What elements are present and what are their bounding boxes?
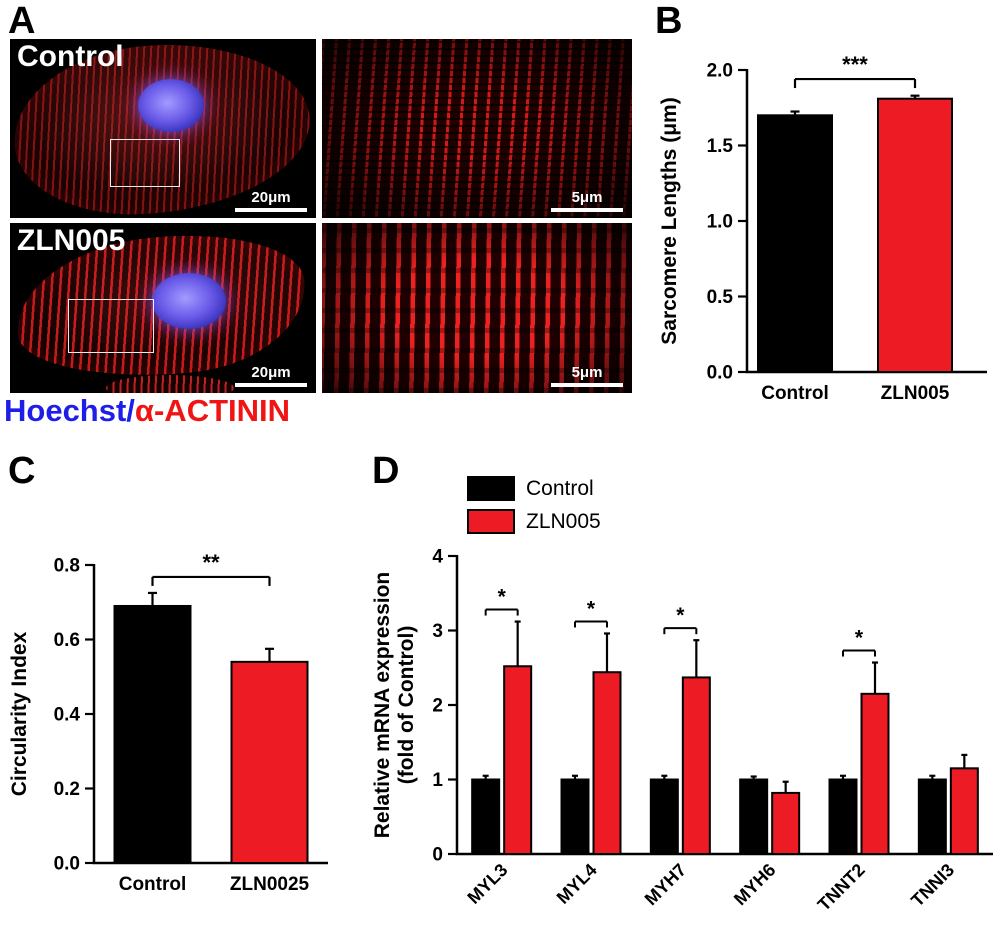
zln005-zoom-region-box [68, 299, 154, 353]
cell-fragment [106, 375, 234, 393]
control-scalebar-line [235, 208, 307, 212]
svg-text:0: 0 [432, 845, 443, 866]
svg-text:*: * [855, 627, 864, 650]
svg-text:0.6: 0.6 [54, 630, 80, 651]
svg-text:1.5: 1.5 [707, 136, 734, 157]
svg-text:Control: Control [761, 383, 829, 404]
zln005-scalebar-label: 20μm [251, 364, 291, 381]
svg-text:*: * [587, 597, 596, 620]
control-scalebar-label: 20μm [251, 189, 291, 206]
svg-text:0.0: 0.0 [707, 363, 733, 384]
control-swatch [467, 476, 515, 501]
svg-text:TNNI3: TNNI3 [907, 860, 958, 911]
control-zoom-scalebar: 5μm [551, 189, 623, 212]
svg-text:0.4: 0.4 [54, 705, 81, 726]
svg-text:(fold of Control): (fold of Control) [395, 626, 418, 785]
zln005-zoom-scalebar-label: 5μm [571, 364, 603, 381]
svg-text:1: 1 [432, 770, 443, 791]
svg-text:TNNT2: TNNT2 [814, 860, 869, 915]
panel-c-letter: C [8, 450, 36, 492]
svg-text:*: * [676, 604, 685, 627]
control-nucleus [138, 79, 204, 132]
svg-text:2: 2 [432, 696, 443, 717]
zln005-zoom-micrograph: 5μm [322, 223, 632, 393]
svg-text:0.5: 0.5 [707, 287, 734, 308]
control-micrograph: Control 20μm [10, 39, 316, 218]
svg-text:0.8: 0.8 [54, 556, 80, 577]
panel-d-letter: D [372, 450, 400, 492]
svg-text:Control: Control [119, 874, 187, 895]
sarcomere-length-chart: 0.0 0.5 1.0 1.5 2.0 Sarcomere Lengths (μm) Con… [658, 52, 987, 404]
zln005-nucleus [152, 273, 226, 329]
legend-label-zln005: ZLN005 [526, 509, 601, 533]
legend-label-control: Control [526, 476, 594, 500]
control-zoom-micrograph: 5μm [322, 39, 632, 218]
svg-text:*: * [498, 586, 507, 609]
svg-text:***: *** [842, 52, 868, 77]
zln005-swatch [467, 509, 515, 534]
zln005-zoom-scalebar-line [551, 383, 623, 387]
control-zoom-region-box [110, 139, 180, 187]
svg-text:MYH6: MYH6 [730, 860, 780, 910]
panel-a-letter: A [8, 0, 36, 42]
zln005-image-label: ZLN005 [17, 224, 126, 257]
svg-text:ZLN0025: ZLN0025 [230, 874, 310, 895]
legend-item-zln005: ZLN005 [467, 509, 601, 534]
svg-text:2.0: 2.0 [707, 61, 733, 82]
svg-text:MYL3: MYL3 [463, 860, 511, 908]
control-zoom-scalebar-line [551, 208, 623, 212]
svg-text:Sarcomere Lengths (μm): Sarcomere Lengths (μm) [658, 97, 681, 344]
svg-text:**: ** [202, 550, 220, 575]
legend-item-control: Control [467, 476, 601, 501]
svg-text:0.2: 0.2 [54, 779, 80, 800]
svg-text:0.0: 0.0 [54, 854, 80, 875]
zln005-micrograph: ZLN005 20μm [10, 223, 316, 393]
circularity-index-chart: 0.0 0.2 0.4 0.6 0.8 Circularity Index Control Z… [8, 550, 328, 895]
control-scalebar: 20μm [235, 189, 307, 212]
svg-text:MYL4: MYL4 [553, 860, 601, 908]
panel-b-letter: B [655, 0, 683, 42]
zln005-zoom-scalebar: 5μm [551, 364, 623, 387]
svg-text:ZLN005: ZLN005 [881, 383, 950, 404]
control-image-label: Control [17, 40, 124, 73]
hoechst-label: Hoechst/ [4, 393, 135, 428]
svg-text:4: 4 [432, 547, 443, 568]
actinin-label: α-ACTININ [134, 393, 291, 428]
mrna-expression-chart: 0 1 2 3 4 Relative mRNA expression (fold of Co… [371, 547, 993, 915]
zln005-scalebar: 20μm [235, 364, 307, 387]
svg-text:MYH7: MYH7 [641, 860, 691, 910]
svg-text:1.0: 1.0 [707, 212, 733, 233]
stain-caption: Hoechst/α-ACTININ [4, 393, 290, 429]
control-zoom-scalebar-label: 5μm [571, 189, 603, 206]
svg-text:Relative mRNA expression: Relative mRNA expression [371, 572, 394, 839]
svg-text:3: 3 [432, 621, 443, 642]
zln005-scalebar-line [235, 383, 307, 387]
svg-text:Circularity Index: Circularity Index [8, 631, 31, 796]
legend: Control ZLN005 [467, 476, 601, 542]
